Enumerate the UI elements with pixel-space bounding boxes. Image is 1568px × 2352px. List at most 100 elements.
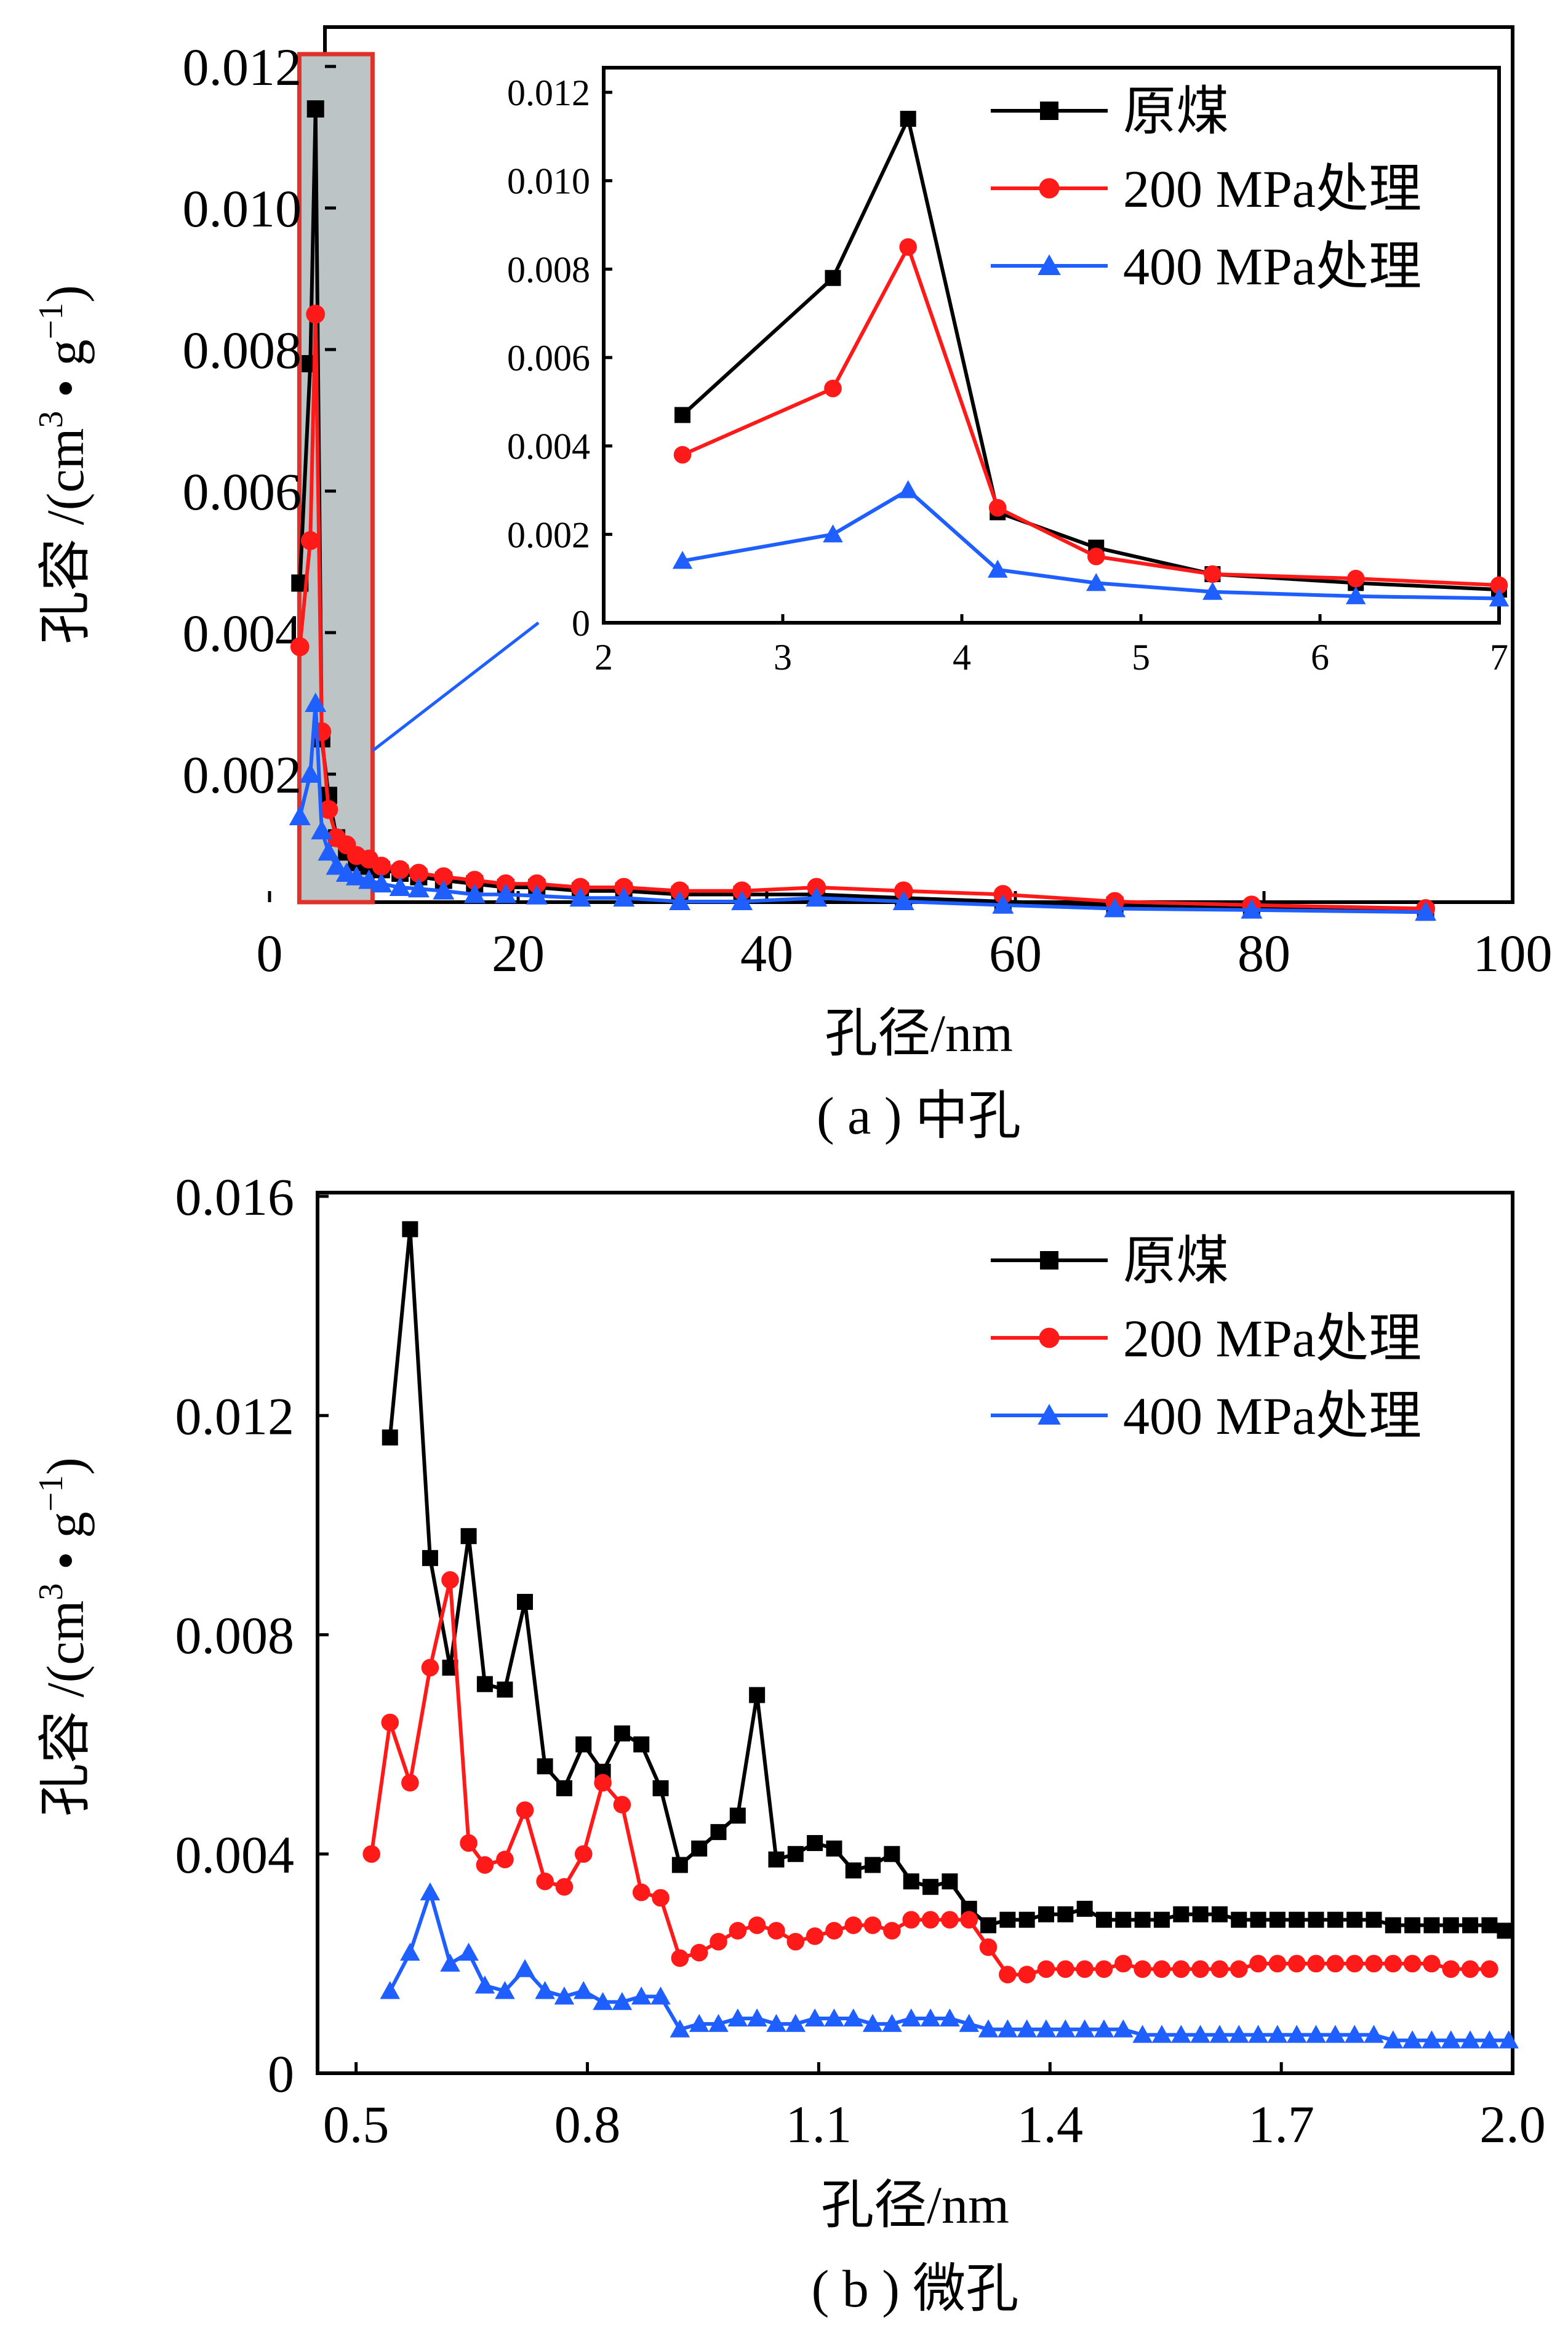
panel-b-point-mpa400 xyxy=(862,2014,883,2032)
panel-b-point-mpa400 xyxy=(1171,2025,1191,2043)
inset-x-tick-label: 5 xyxy=(1132,637,1150,678)
panel-b-point-raw xyxy=(614,1725,630,1742)
panel-a-point-mpa200 xyxy=(372,857,391,876)
panel-b-point-mpa200 xyxy=(536,1872,554,1890)
panel-a-y-tick-label: 0.004 xyxy=(183,604,302,663)
panel-b-point-mpa400 xyxy=(440,1953,460,1972)
panel-b-point-raw xyxy=(575,1736,592,1753)
panel-a-x-tick-label: 100 xyxy=(1473,924,1553,983)
panel-b-point-raw xyxy=(1269,1911,1286,1928)
panel-b-point-mpa400 xyxy=(804,2008,825,2026)
panel-a-point-mpa200 xyxy=(306,305,326,324)
panel-b-point-raw xyxy=(1481,1917,1498,1934)
panel-b-point-raw xyxy=(476,1676,493,1692)
panel-b-point-raw xyxy=(922,1879,939,1895)
panel-b-point-raw xyxy=(1497,1922,1513,1939)
panel-b-point-mpa200 xyxy=(496,1850,514,1868)
inset-point-mpa400 xyxy=(1345,586,1366,604)
panel-a-point-mpa400 xyxy=(433,880,455,900)
panel-a-point-mpa400 xyxy=(358,870,380,889)
inset-y-tick-label: 0.006 xyxy=(507,338,590,378)
legend-marker-raw xyxy=(1040,1251,1058,1270)
panel-b-point-mpa200 xyxy=(1326,1954,1345,1973)
panel-b-point-mpa400 xyxy=(1190,2025,1210,2043)
panel-b-point-raw xyxy=(865,1857,881,1873)
panel-a-zoom-connector xyxy=(371,622,540,752)
panel-b-point-mpa400 xyxy=(458,1942,479,1961)
panel-b-point-mpa400 xyxy=(1017,2019,1037,2038)
panel-b-point-mpa400 xyxy=(998,2019,1018,2038)
panel-a-point-mpa400 xyxy=(731,890,753,910)
panel-b-point-raw xyxy=(845,1862,862,1879)
inset-point-mpa400 xyxy=(1489,588,1510,607)
panel-b-point-raw xyxy=(768,1851,785,1868)
panel-b-point-mpa200 xyxy=(1095,1960,1113,1978)
panel-b-point-mpa200 xyxy=(1365,1954,1383,1973)
panel-b-point-raw xyxy=(1327,1911,1343,1928)
panel-b-point-mpa400 xyxy=(1344,2025,1365,2043)
inset-point-mpa400 xyxy=(823,524,843,543)
panel-b-point-mpa200 xyxy=(652,1889,670,1907)
panel-a-point-mpa400 xyxy=(569,887,591,907)
panel-b-point-mpa400 xyxy=(631,1986,652,2005)
panel-b-point-mpa400 xyxy=(1036,2019,1057,2038)
panel-b-point-mpa200 xyxy=(767,1922,785,1940)
panel-b-point-mpa200 xyxy=(1268,1954,1287,1973)
panel-b-point-mpa200 xyxy=(1442,1960,1460,1978)
panel-b-x-tick-label: 1.7 xyxy=(1248,2095,1314,2154)
panel-b-legend: 原煤 200 MPa处理 400 MPa处理 xyxy=(991,1231,1422,1446)
panel-a-series xyxy=(289,100,1437,921)
panel-b-point-raw xyxy=(1211,1906,1228,1922)
panel-b-point-raw xyxy=(1366,1911,1382,1928)
panel-b-point-mpa200 xyxy=(786,1932,805,1951)
inset-series xyxy=(672,111,1510,607)
panel-a-y-axis-title: 孔容 /(cm3 • g−1) xyxy=(32,285,95,644)
panel-b-point-raw xyxy=(787,1846,804,1862)
panel-b-point-mpa400 xyxy=(1325,2025,1346,2043)
panel-b-point-mpa400 xyxy=(901,2008,921,2026)
panel-b-point-mpa200 xyxy=(1287,1954,1306,1973)
legend-label-mpa400: 400 MPa处理 xyxy=(1123,237,1422,296)
panel-b-point-raw xyxy=(1134,1911,1151,1928)
panel-a-point-mpa400 xyxy=(299,763,321,783)
panel-b-point-mpa200 xyxy=(1114,1954,1132,1973)
panel-b-point-mpa200 xyxy=(613,1796,631,1814)
legend-marker-mpa200 xyxy=(1039,178,1060,199)
panel-a-point-mpa400 xyxy=(318,841,340,861)
inset-point-mpa200 xyxy=(1490,576,1508,594)
panel-b-point-mpa400 xyxy=(1422,2030,1442,2049)
inset-x-tick-label: 7 xyxy=(1490,637,1508,678)
inset-point-raw xyxy=(825,270,841,286)
panel-a-point-mpa400 xyxy=(345,866,367,886)
panel-b-point-mpa200 xyxy=(748,1916,766,1934)
panel-b-point-mpa400 xyxy=(1267,2025,1288,2043)
panel-a-y-tick-label: 0.010 xyxy=(183,179,302,238)
panel-b-point-mpa400 xyxy=(474,1975,495,1994)
panel-b-point-mpa400 xyxy=(978,2019,999,2038)
panel-b-point-mpa200 xyxy=(401,1774,419,1792)
panel-b-series xyxy=(362,1221,1519,2049)
panel-b-point-raw xyxy=(1038,1906,1054,1922)
panel-a-x-tick-label: 0 xyxy=(257,924,283,983)
panel-b-point-mpa400 xyxy=(1248,2025,1268,2043)
panel-a-point-mpa200 xyxy=(434,867,454,887)
panel-b-point-raw xyxy=(729,1807,746,1824)
panel-b-point-raw xyxy=(537,1758,553,1775)
panel-b-point-mpa400 xyxy=(1402,2030,1423,2049)
panel-a-point-mpa200 xyxy=(409,863,428,883)
legend-label-mpa400: 400 MPa处理 xyxy=(1123,1386,1422,1446)
panel-b-point-mpa400 xyxy=(380,1981,401,1999)
panel-b-point-mpa400 xyxy=(1209,2025,1230,2043)
panel-b-point-mpa200 xyxy=(574,1845,593,1863)
panel-b-point-raw xyxy=(460,1528,477,1545)
inset-x-tick-label: 2 xyxy=(594,637,613,678)
panel-b-point-mpa400 xyxy=(920,2008,941,2026)
panel-b-point-mpa400 xyxy=(650,1986,671,2005)
panel-b-point-mpa400 xyxy=(959,2014,979,2032)
panel-b-point-mpa200 xyxy=(555,1878,574,1896)
panel-a-x-tick-label: 80 xyxy=(1238,924,1290,983)
panel-b-point-raw xyxy=(1385,1917,1401,1934)
panel-b-point-mpa400 xyxy=(593,1991,613,2010)
panel-b-point-raw xyxy=(382,1429,398,1446)
legend-label-mpa200: 200 MPa处理 xyxy=(1123,1309,1422,1368)
